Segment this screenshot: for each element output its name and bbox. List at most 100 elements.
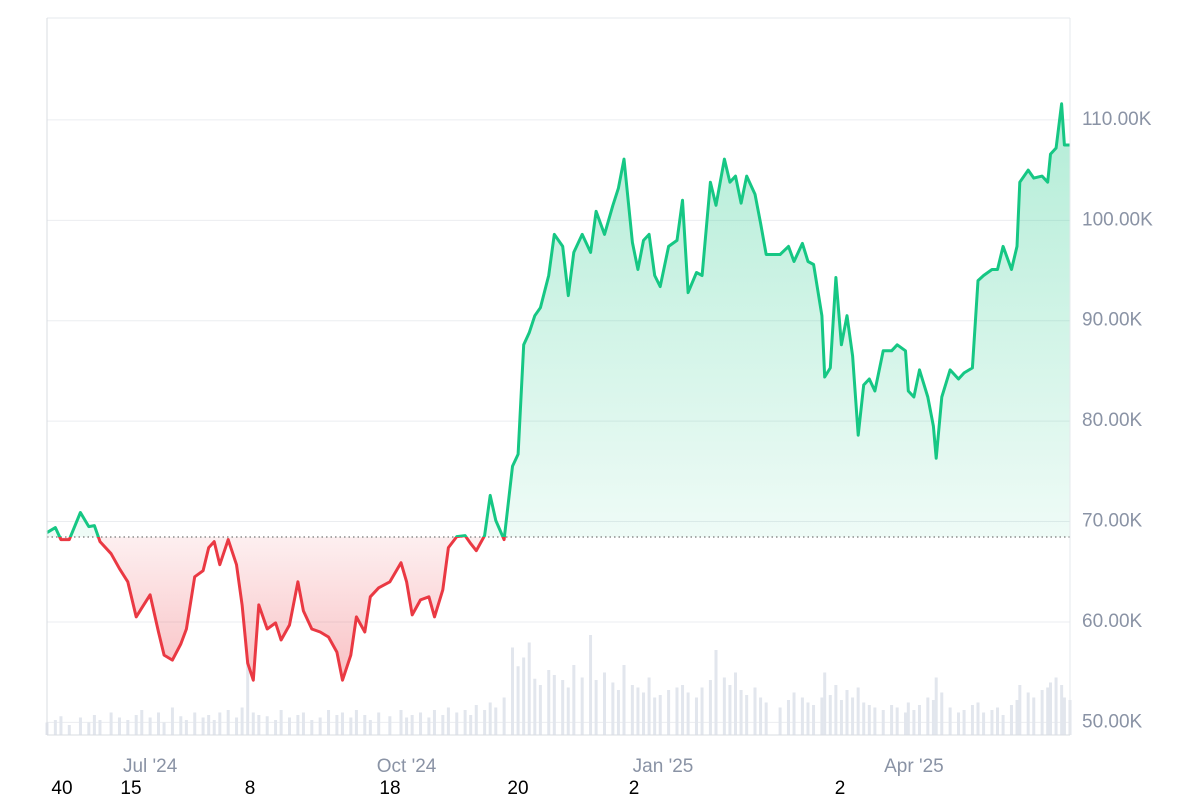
y-tick-label: 80.00K xyxy=(1082,410,1143,431)
volume-bar xyxy=(240,707,244,735)
volume-bar xyxy=(1046,687,1050,735)
volume-bar xyxy=(432,710,436,735)
volume-bar xyxy=(753,687,757,735)
volume-bar xyxy=(349,717,353,735)
volume-bar xyxy=(658,695,662,735)
footer-label: 8 xyxy=(245,778,256,799)
x-tick-label: Apr '25 xyxy=(884,756,944,777)
volume-bar xyxy=(363,715,367,735)
volume-bar xyxy=(494,707,498,735)
volume-bar xyxy=(957,712,961,735)
volume-bar xyxy=(87,722,91,735)
volume-bar xyxy=(538,685,542,735)
volume-bar xyxy=(552,675,556,735)
volume-bar xyxy=(246,660,250,735)
volume-bar xyxy=(274,720,278,735)
volume-bar xyxy=(502,697,506,735)
volume-bar xyxy=(455,712,459,735)
volume-bar xyxy=(134,715,138,735)
y-tick-label: 70.00K xyxy=(1082,511,1143,532)
volume-bar xyxy=(862,702,866,735)
volume-bar xyxy=(602,672,606,735)
y-tick-label: 60.00K xyxy=(1082,611,1143,632)
volume-bar xyxy=(162,722,166,735)
volume-bar xyxy=(792,692,796,735)
volume-bar xyxy=(226,710,230,735)
volume-bar xyxy=(399,710,403,735)
area-fill xyxy=(47,103,1070,681)
volume-bar xyxy=(405,717,409,735)
volume-bar xyxy=(193,712,197,735)
volume-bar xyxy=(962,710,966,735)
footer-label: 20 xyxy=(507,778,528,799)
volume-bar xyxy=(1009,705,1013,735)
volume-bar xyxy=(642,692,646,735)
volume-bar xyxy=(109,712,113,735)
volume-bar xyxy=(488,702,492,735)
volume-bar xyxy=(117,717,121,735)
volume-bar xyxy=(970,705,974,735)
volume-bar xyxy=(296,715,300,735)
volume-bar xyxy=(441,715,445,735)
y-tick-label: 110.00K xyxy=(1082,109,1152,130)
volume-bar xyxy=(257,715,261,735)
volume-bar xyxy=(714,650,718,735)
volume-bar xyxy=(580,677,584,735)
volume-bar xyxy=(92,715,96,735)
volume-bar xyxy=(839,700,843,735)
volume-bar xyxy=(98,720,102,735)
volume-bar xyxy=(728,685,732,735)
volume-bar xyxy=(410,715,414,735)
volume-bars xyxy=(45,635,1072,735)
volume-bar xyxy=(867,705,871,735)
plot xyxy=(46,102,1070,682)
volume-bar xyxy=(786,700,790,735)
volume-bar xyxy=(990,710,994,735)
volume-bar xyxy=(812,705,816,735)
volume-bar xyxy=(218,712,222,735)
volume-bar xyxy=(251,712,255,735)
volume-bar xyxy=(1015,700,1019,735)
volume-bar xyxy=(288,717,292,735)
volume-bar xyxy=(982,712,986,735)
volume-bar xyxy=(739,690,743,735)
volume-bar xyxy=(566,687,570,735)
volume-bar xyxy=(547,670,551,735)
x-tick-label: Jan '25 xyxy=(633,756,694,777)
volume-bar xyxy=(759,697,763,735)
volume-bar xyxy=(926,697,930,735)
volume-bar xyxy=(53,720,57,735)
volume-bar xyxy=(1060,685,1064,735)
y-tick-label: 90.00K xyxy=(1082,310,1143,331)
volume-bar xyxy=(156,712,160,735)
volume-bar xyxy=(778,707,782,735)
y-tick-label: 100.00K xyxy=(1082,209,1153,230)
volume-bar xyxy=(1001,715,1005,735)
volume-bar xyxy=(301,712,305,735)
volume-bar xyxy=(589,635,593,735)
volume-bar xyxy=(820,697,824,735)
volume-bar xyxy=(179,716,183,735)
volume-bar xyxy=(834,685,838,735)
volume-bar xyxy=(527,642,531,735)
volume-bar xyxy=(675,687,679,735)
labels: 50.00K 60.00K 70.00K 80.00K 90.00K 100.00K 110… xyxy=(123,109,1153,777)
volume-bar xyxy=(511,647,515,735)
x-tick-label: Oct '24 xyxy=(377,756,437,777)
volume-bar xyxy=(764,702,768,735)
volume-bar xyxy=(856,687,860,735)
volume-bar xyxy=(483,710,487,735)
volume-bar xyxy=(667,690,671,735)
volume-bar xyxy=(845,690,849,735)
volume-bar xyxy=(890,705,894,735)
volume-bar xyxy=(708,680,712,735)
volume-bar xyxy=(368,720,372,735)
volume-bar xyxy=(427,717,431,735)
volume-bar xyxy=(622,665,626,735)
volume-bar xyxy=(140,710,144,735)
volume-bar xyxy=(469,715,473,735)
volume-bar xyxy=(996,707,1000,735)
volume-bar xyxy=(976,702,980,735)
volume-bar xyxy=(572,665,576,735)
volume-bar xyxy=(67,725,71,735)
